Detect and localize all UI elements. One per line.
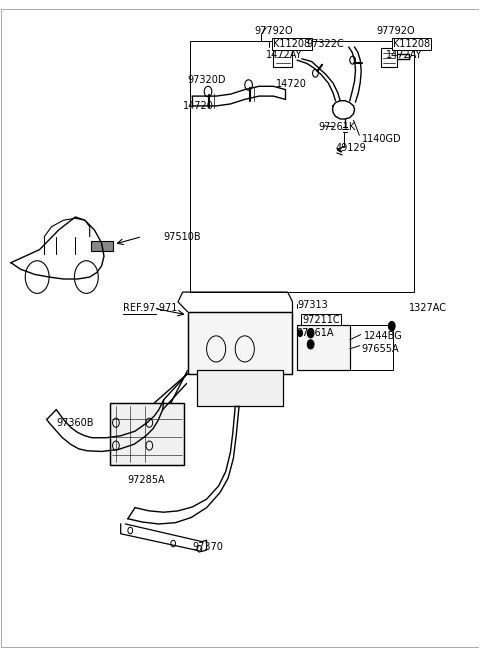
Bar (197, 371, 283, 406)
Bar (297, 325, 350, 371)
Bar (110, 403, 184, 465)
Text: 1472AY: 1472AY (385, 50, 422, 60)
Text: 1140GD: 1140GD (362, 134, 401, 144)
Text: 97510B: 97510B (164, 232, 201, 241)
Text: 97322C: 97322C (307, 39, 345, 49)
Text: 97320D: 97320D (188, 75, 226, 85)
Bar (190, 41, 414, 292)
Bar (188, 312, 292, 374)
Text: 1244BG: 1244BG (364, 331, 403, 342)
Bar (91, 241, 113, 251)
Bar (274, 47, 292, 67)
Circle shape (307, 329, 314, 338)
Text: 97370: 97370 (192, 542, 223, 552)
Bar (197, 371, 283, 406)
Text: 97792O: 97792O (254, 26, 293, 36)
Bar (381, 49, 397, 67)
Text: 14720: 14720 (276, 79, 307, 89)
Text: 49129: 49129 (336, 144, 366, 154)
Bar (110, 403, 184, 465)
Text: 97655A: 97655A (362, 344, 399, 354)
Text: 97313: 97313 (297, 300, 328, 310)
Text: 97285A: 97285A (128, 474, 166, 485)
Text: K11208: K11208 (274, 39, 311, 49)
Text: 97211C: 97211C (302, 314, 340, 325)
Circle shape (388, 321, 395, 331)
Text: 97360B: 97360B (56, 418, 94, 428)
Text: 97792O: 97792O (376, 26, 415, 36)
Bar (350, 325, 393, 371)
Bar (188, 312, 292, 374)
Circle shape (307, 340, 314, 349)
Text: 14720: 14720 (183, 101, 214, 111)
Text: 97261K: 97261K (319, 122, 356, 132)
Text: K11208: K11208 (393, 39, 430, 49)
Text: 1327AC: 1327AC (409, 304, 447, 314)
Text: 97261A: 97261A (296, 327, 334, 338)
Circle shape (298, 330, 302, 337)
Text: 1472AY: 1472AY (266, 50, 303, 60)
Bar (297, 325, 350, 371)
Text: REF.97-971: REF.97-971 (123, 304, 178, 314)
